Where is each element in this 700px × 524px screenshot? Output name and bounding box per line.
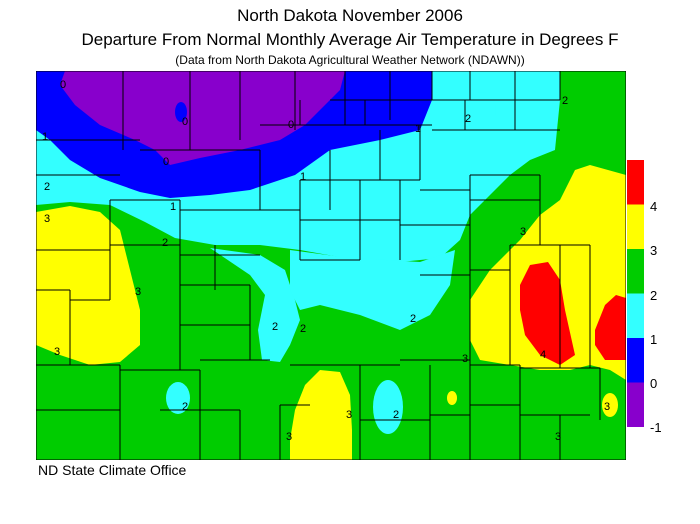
contour-label-zero-3: 0 [288,119,294,131]
legend-tick-4: 4 [650,199,658,214]
zone-yellow-south [290,370,352,460]
legend-band-blue [627,338,644,383]
contour-label-two-7: 2 [410,313,416,325]
contour-label-three-2: 3 [135,286,141,298]
zone-cyan-blob-ne [468,92,496,128]
legend-tick-2: 2 [650,288,658,303]
legend-band-red [627,160,644,205]
map-subtitle: Departure From Normal Monthly Average Ai… [81,30,619,49]
county-boundaries [36,71,626,460]
legend-band-cyan [627,293,644,338]
contour-label-one-3: 1 [300,171,306,183]
map-title: North Dakota November 2006 [237,6,463,25]
legend-tick-1: 1 [650,332,658,347]
contour-label-zero-4: 0 [163,156,169,168]
contour-label-four-1: 4 [540,349,546,361]
legend-tick-0: 0 [650,376,658,391]
contour-label-three-6: 3 [286,431,292,443]
zone-cyan-center [290,250,455,330]
temperature-departure-map: 0 0 0 0 1 1 1 1 2 2 2 2 2 2 2 2 2 3 3 3 … [36,71,626,460]
legend-band-green [627,249,644,294]
contour-label-one-1: 1 [42,131,48,143]
contour-label-zero-1: 0 [60,79,66,91]
contour-label-three-3: 3 [54,346,60,358]
contour-label-three-1: 3 [44,213,50,225]
contour-label-two-6: 2 [300,323,306,335]
contour-label-zero-2: 0 [182,116,188,128]
contour-label-three-5: 3 [462,353,468,365]
credit-text: ND State Climate Office [38,462,187,478]
contour-label-two-5: 2 [272,321,278,333]
contour-label-two-3: 2 [465,113,471,125]
contour-label-one-4: 1 [415,123,421,135]
zone-yellow-west [36,206,140,365]
zone-yellow-blob-se [602,393,618,417]
zone-purple [60,71,345,165]
contour-label-two-2: 2 [162,237,168,249]
zone-red-east-2 [595,295,626,360]
zone-cyan-tongue [210,248,300,362]
contour-labels: 0 0 0 0 1 1 1 1 2 2 2 2 2 2 2 2 2 3 3 3 … [42,79,610,443]
zone-red-east-1 [520,262,575,365]
data-source-note: (Data from North Dakota Agricultural Wea… [175,53,525,67]
legend-band-purple [627,382,644,427]
contour-label-three-9: 3 [604,401,610,413]
contour-label-two-1: 2 [44,181,50,193]
zone-cyan-blob-sw [166,382,190,414]
contour-label-two-8: 2 [182,401,188,413]
zone-cyan-blob-sc [373,380,403,434]
legend-tick-neg1: -1 [650,420,662,435]
legend-band-yellow [627,204,644,249]
contour-label-three-7: 3 [346,409,352,421]
contour-label-three-4: 3 [520,226,526,238]
zone-blue-pocket [175,102,187,122]
legend-tick-3: 3 [650,243,658,258]
contour-label-three-8: 3 [555,431,561,443]
contour-label-two-9: 2 [393,409,399,421]
contour-label-one-2: 1 [170,201,176,213]
color-scale-legend [627,160,644,427]
zone-yellow-blob-small [447,391,457,405]
contour-label-two-4: 2 [562,95,568,107]
